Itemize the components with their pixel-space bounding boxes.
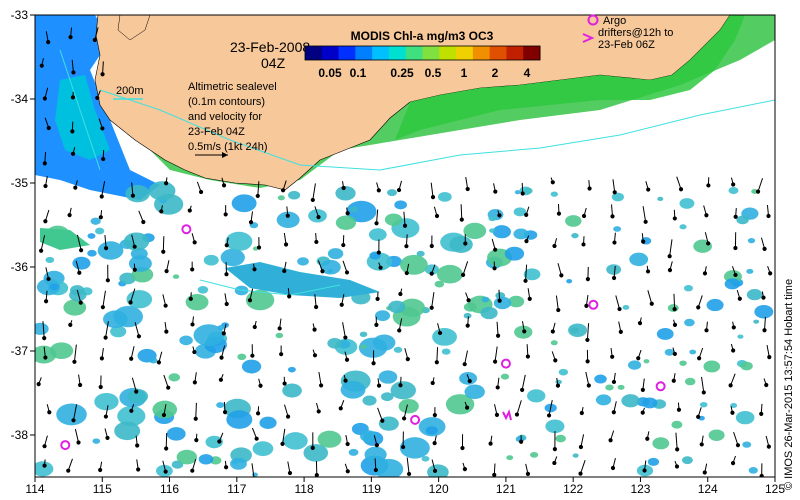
sealevel-contours [59,49,775,296]
x-tick-label: 123 [630,482,650,496]
legend-line-4: 23-Feb 04Z [188,126,245,138]
y-tick-label: -33 [11,8,29,22]
legend-line-3: and velocity for [188,111,262,123]
colorbar-cell [305,46,323,60]
argo-float-marker [655,381,666,392]
map-hour: 04Z [261,55,286,71]
colorbar-cell [523,46,541,60]
x-tick-label: 125 [765,482,785,496]
argo-float-marker [500,358,511,369]
x-axis: 114 115 116 117 118 119 120 121 122 123 124 125 [25,477,785,496]
argo-float-marker [60,440,71,451]
colorbar-strip [304,45,541,61]
velocity-legend: Altimetric sealevel (0.1m contours) and … [188,81,277,158]
colorbar-cell [422,46,440,60]
colorbar-cell [372,46,390,60]
drifter-tracks [502,409,512,421]
y-axis: -33 -34 -35 -36 -37 -38 [11,8,35,442]
colorbar-ticks: 0.05 0.1 0.25 0.5 1 2 4 [318,66,530,80]
drifter-line-1: drifters@12h to [598,27,673,39]
contour-legend: 200m [113,85,144,100]
argo-float-marker [410,414,421,425]
colorbar-tick-label: 0.05 [318,66,342,80]
x-tick-label: 121 [496,482,516,496]
colorbar-tick-label: 1 [461,66,468,80]
x-tick-label: 119 [362,482,381,496]
x-tick-label: 115 [93,482,112,496]
argo-floats [60,224,666,451]
colorbar-cell [355,46,373,60]
colorbar: MODIS Chl-a mg/m3 OC3 0.05 0.1 0.25 0.5 1 2 4 [304,29,541,80]
colorbar-cell [472,46,491,60]
x-tick-label: 120 [429,482,449,496]
argo-label: Argo [603,15,626,27]
y-tick-label: -35 [11,176,29,190]
land-peninsula [117,15,151,41]
y-tick-label: -38 [11,428,29,442]
colorbar-tick-label: 0.25 [390,66,414,80]
colorbar-tick-label: 4 [524,66,531,80]
colorbar-tick-label: 0.1 [350,66,367,80]
colorbar-tick-label: 0.5 [425,66,442,80]
x-tick-label: 118 [295,482,314,496]
chlorophyll-west-blue [35,15,160,200]
x-tick-label: 117 [227,482,246,496]
x-tick-label: 122 [563,482,583,496]
coastal-fringe [395,15,745,140]
velocity-arrows [36,27,773,477]
colorbar-cell [489,46,507,60]
x-tick-label: 116 [160,482,179,496]
colorbar-cell [388,46,407,60]
map-date: 23-Feb-2008 [230,39,310,55]
argo-float-marker [588,299,599,310]
argo-legend-marker [587,14,599,26]
legend-line-5: 0.5m/s (1kt 24h) [188,141,267,153]
colorbar-cell [439,46,457,60]
colorbar-tick-label: 2 [492,66,499,80]
credit-text: © IMOS 26-Mar-2015 13:57:54 Hobart time [783,279,795,490]
legend-line-1: Altimetric sealevel [188,81,277,93]
y-tick-label: -36 [11,260,29,274]
colorbar-cell [338,46,356,60]
argo-legend: Argo drifters@12h to 23-Feb 06Z [582,14,673,51]
plot-frame [34,14,776,478]
drifter-line-2: 23-Feb 06Z [598,39,655,51]
contour-label: 200m [116,85,144,97]
colorbar-title: MODIS Chl-a mg/m3 OC3 [351,29,494,43]
colorbar-cell [405,46,423,60]
y-tick-label: -37 [11,344,29,358]
drifter-legend-marker [582,33,595,43]
x-tick-label: 124 [698,482,718,496]
argo-float-marker [181,224,192,235]
map-plot-area [35,15,775,477]
colorbar-cell [506,46,524,60]
x-tick-label: 114 [25,482,44,496]
y-tick-label: -34 [11,92,29,106]
legend-line-2: (0.1m contours) [188,96,265,108]
colorbar-cell [456,46,474,60]
colorbar-cell [321,46,340,60]
